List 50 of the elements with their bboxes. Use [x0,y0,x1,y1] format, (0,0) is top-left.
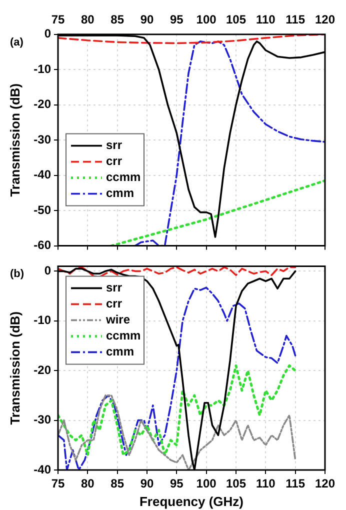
x2-tick-label: 120 [314,12,336,27]
x2-tick-label: 95 [170,12,184,27]
x2-tick-label: 115 [286,12,306,27]
x-tick-label: 115 [286,476,306,491]
y-tick-label: -40 [34,462,52,476]
y-tick-label: -10 [34,62,52,76]
text: (b) [10,268,24,280]
x-tick-label: 105 [226,476,246,491]
legend-label: cmm [106,344,134,359]
y-axis-title: Transmission (dB) [7,83,22,197]
line-series [58,364,297,456]
x-tick-label: 120 [314,476,336,491]
text: (a) [10,36,24,48]
legend-label: wire [105,312,130,327]
y-tick-label: -30 [34,132,52,146]
legend-label: crr [106,154,122,168]
y-tick-label: -20 [34,362,52,377]
legend-label: ccmm [106,328,141,343]
line-series [58,394,296,470]
line-series [58,266,296,278]
x2-tick-label: 110 [256,12,276,27]
y-tick-label: -40 [34,168,52,182]
legend-label: ccmm [106,170,141,184]
x2-tick-label: 85 [110,12,124,27]
legend-label: crr [106,296,122,311]
y-axis-title: Transmission (dB) [7,311,22,425]
y-tick-label: -30 [34,412,52,427]
x-tick-label: 95 [170,476,184,491]
legend-label: srr [106,280,122,295]
y-tick-label: -50 [34,202,52,217]
y-tick-label: -20 [34,97,52,112]
y-tick-label: 0 [44,263,52,278]
x-axis-title: Frequency (GHz) [139,494,244,509]
x-tick-label: 90 [140,476,154,491]
y-tick-label: -10 [34,313,52,328]
x-tick-label: 110 [256,476,276,491]
x2-tick-label: 75 [51,12,65,27]
x-tick-label: 80 [80,476,95,491]
x2-tick-label: 90 [140,12,154,27]
x-tick-label: 75 [51,476,65,491]
x-tick-label: 100 [196,476,217,491]
y-tick-label: -60 [34,238,52,252]
legend-label: srr [106,138,122,152]
x2-tick-label: 105 [226,12,246,27]
x2-tick-label: 80 [80,12,95,27]
x-tick-label: 85 [110,476,124,491]
legend-label: cmm [106,186,134,200]
y-tick-label: 0 [44,26,52,41]
x2-tick-label: 100 [196,12,217,27]
line-series [58,34,325,44]
